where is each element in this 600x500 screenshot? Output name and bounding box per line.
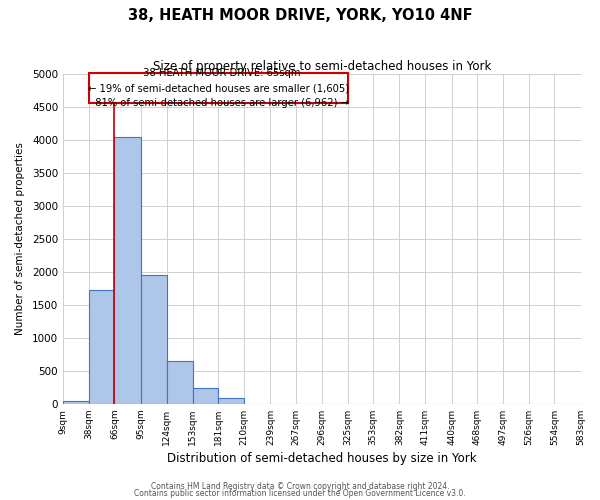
Bar: [140, 276, 167, 404]
Bar: [89, 73, 348, 102]
Text: Contains HM Land Registry data © Crown copyright and database right 2024.: Contains HM Land Registry data © Crown c…: [151, 482, 449, 491]
Bar: [167, 361, 193, 404]
Bar: [193, 388, 218, 404]
X-axis label: Distribution of semi-detached houses by size in York: Distribution of semi-detached houses by …: [167, 452, 476, 465]
Bar: [63, 400, 89, 404]
Bar: [89, 290, 115, 404]
Bar: [218, 398, 244, 404]
Text: 38, HEATH MOOR DRIVE, YORK, YO10 4NF: 38, HEATH MOOR DRIVE, YORK, YO10 4NF: [128, 8, 472, 22]
Text: Contains public sector information licensed under the Open Government Licence v3: Contains public sector information licen…: [134, 490, 466, 498]
Text: 38 HEATH MOOR DRIVE: 65sqm
← 19% of semi-detached houses are smaller (1,605)
  8: 38 HEATH MOOR DRIVE: 65sqm ← 19% of semi…: [88, 68, 350, 108]
Y-axis label: Number of semi-detached properties: Number of semi-detached properties: [15, 142, 25, 336]
Bar: [115, 138, 140, 404]
Title: Size of property relative to semi-detached houses in York: Size of property relative to semi-detach…: [152, 60, 491, 73]
